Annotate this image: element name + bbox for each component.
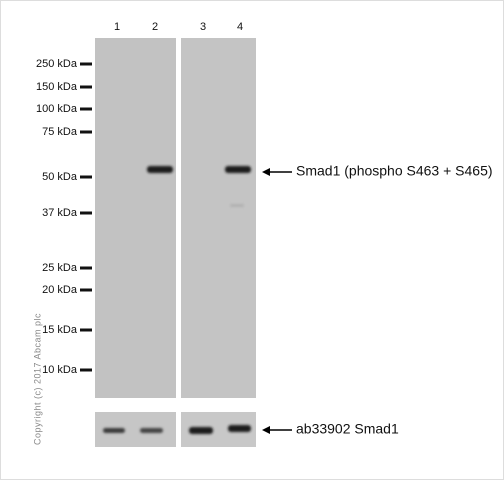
marker-label: 250 kDa: [36, 58, 78, 70]
marker-label: 100 kDa: [36, 103, 78, 115]
marker-dash: [80, 328, 92, 332]
marker-dash: [80, 368, 92, 372]
marker-dash: [80, 288, 92, 292]
lane-label: 4: [237, 21, 243, 33]
marker-dash: [80, 211, 92, 215]
annotation: ab33902 Smad1: [296, 421, 399, 437]
marker-label: 50 kDa: [42, 171, 78, 183]
band: [189, 427, 213, 434]
bands: [103, 166, 251, 434]
lane-label: 1: [114, 21, 120, 33]
arrow-head: [262, 168, 270, 176]
blot-panel: [181, 38, 256, 398]
marker-label: 25 kDa: [42, 262, 78, 274]
lane-label: 3: [200, 21, 206, 33]
marker-label: 37 kDa: [42, 207, 78, 219]
band: [147, 166, 173, 173]
marker-dash: [80, 175, 92, 179]
annotation: Smad1 (phospho S463 + S465): [296, 163, 493, 179]
blot-panel: [95, 38, 176, 398]
marker-dash: [80, 62, 92, 66]
band: [228, 425, 251, 432]
marker-label: 10 kDa: [42, 364, 78, 376]
marker-label: 15 kDa: [42, 324, 78, 336]
marker-ladder: 250 kDa 150 kDa 100 kDa 75 kDa 50 kDa 37 kDa 2…: [36, 58, 92, 376]
marker-dash: [80, 266, 92, 270]
band: [230, 204, 244, 207]
marker-dash: [80, 85, 92, 89]
lane-label: 2: [152, 21, 158, 33]
marker-dash: [80, 107, 92, 111]
copyright: Copyright (c) 2017 Abcam plc: [32, 313, 42, 445]
band: [103, 428, 125, 433]
marker-label: 150 kDa: [36, 81, 78, 93]
arrow-head: [262, 426, 270, 434]
band: [140, 428, 163, 433]
marker-label: 20 kDa: [42, 284, 78, 296]
band: [225, 166, 251, 173]
marker-label: 75 kDa: [42, 126, 78, 138]
marker-dash: [80, 130, 92, 134]
